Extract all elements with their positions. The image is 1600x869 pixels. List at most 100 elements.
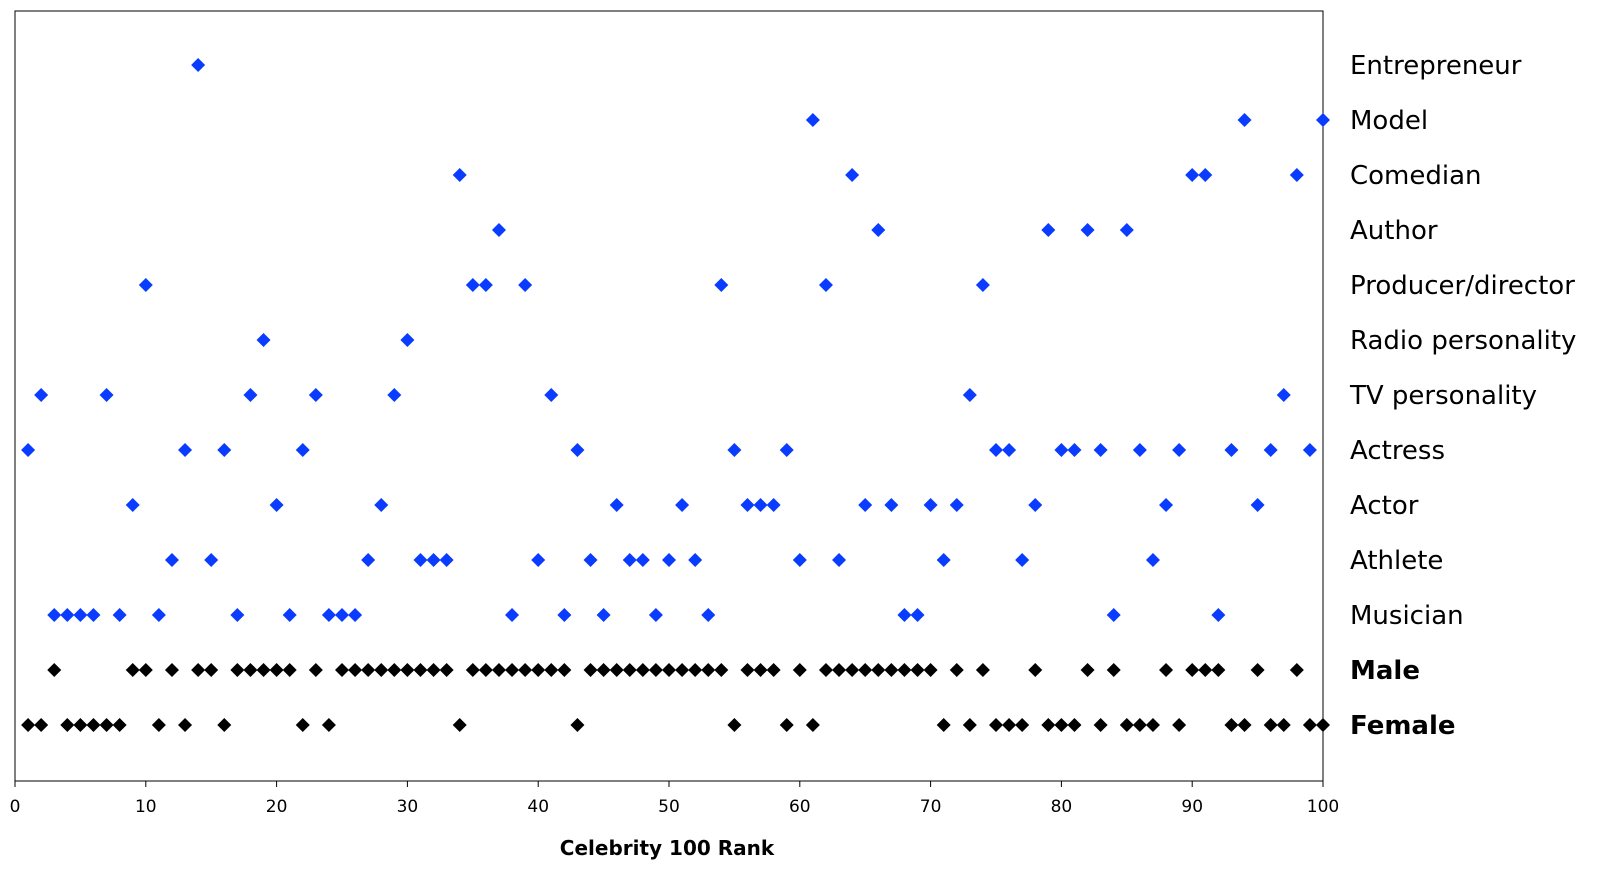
x-tick-label: 100	[1307, 797, 1339, 817]
marker-male	[269, 663, 284, 677]
marker-producer-director	[478, 278, 493, 292]
marker-female	[1015, 718, 1030, 732]
marker-athlete	[1015, 553, 1030, 567]
marker-female	[570, 718, 585, 732]
marker-tv-personality	[387, 388, 402, 402]
marker-female	[21, 718, 36, 732]
marker-athlete	[361, 553, 376, 567]
marker-producer-director	[518, 278, 533, 292]
marker-tv-personality	[544, 388, 559, 402]
marker-male	[1185, 663, 1200, 677]
marker-athlete	[1145, 553, 1160, 567]
marker-actress	[1093, 443, 1108, 457]
marker-female	[217, 718, 232, 732]
marker-female	[86, 718, 101, 732]
marker-male	[335, 663, 349, 677]
marker-model	[805, 113, 820, 127]
marker-producer-director	[818, 278, 833, 292]
marker-female	[1132, 718, 1147, 732]
marker-male	[164, 663, 179, 677]
marker-male	[518, 663, 533, 677]
marker-male	[426, 663, 441, 677]
marker-male	[125, 663, 140, 677]
marker-male	[491, 663, 506, 677]
marker-female	[1237, 718, 1252, 732]
marker-actor	[753, 498, 768, 512]
marker-athlete	[662, 553, 676, 567]
marker-actress	[727, 443, 742, 457]
marker-comedian	[1185, 168, 1200, 182]
marker-male	[1106, 663, 1121, 677]
marker-male	[845, 663, 860, 677]
marker-actress	[178, 443, 193, 457]
marker-musician	[701, 608, 716, 622]
marker-author	[871, 223, 886, 237]
x-tick-label: 50	[658, 797, 680, 817]
marker-actress	[989, 443, 1003, 457]
marker-musician	[596, 608, 611, 622]
marker-female	[60, 718, 75, 732]
marker-producer-director	[465, 278, 480, 292]
marker-comedian	[845, 168, 860, 182]
plot-area	[14, 10, 1324, 782]
category-label: Athlete	[1350, 546, 1443, 576]
marker-radio-personality	[256, 333, 271, 347]
marker-male	[675, 663, 690, 677]
marker-actress	[295, 443, 310, 457]
marker-female	[1119, 718, 1134, 732]
marker-male	[1028, 663, 1043, 677]
x-tick-label: 80	[1051, 797, 1073, 817]
x-axis-title: Celebrity 100 Rank	[560, 836, 775, 860]
category-label: Musician	[1350, 601, 1464, 631]
marker-male	[282, 663, 297, 677]
marker-female	[1263, 718, 1278, 732]
marker-musician	[335, 608, 349, 622]
marker-male	[975, 663, 990, 677]
marker-actress	[779, 443, 794, 457]
marker-radio-personality	[400, 333, 415, 347]
marker-actress	[1263, 443, 1278, 457]
category-label: Actress	[1350, 436, 1445, 466]
marker-producer-director	[714, 278, 729, 292]
marker-female	[1276, 718, 1291, 732]
marker-male	[1211, 663, 1226, 677]
marker-male	[740, 663, 755, 677]
marker-actress	[1224, 443, 1239, 457]
marker-tv-personality	[962, 388, 977, 402]
marker-actress	[1067, 443, 1082, 457]
marker-actress	[21, 443, 36, 457]
marker-male	[766, 663, 781, 677]
marker-actor	[609, 498, 624, 512]
marker-musician	[1106, 608, 1121, 622]
marker-athlete	[204, 553, 219, 567]
x-tick-label: 70	[920, 797, 942, 817]
marker-musician	[47, 608, 62, 622]
marker-male	[1198, 663, 1213, 677]
marker-female	[1002, 718, 1017, 732]
marker-musician	[348, 608, 363, 622]
marker-athlete	[622, 553, 637, 567]
marker-athlete	[936, 553, 951, 567]
marker-female	[1093, 718, 1108, 732]
marker-model	[1316, 113, 1330, 127]
category-label: Female	[1350, 711, 1456, 741]
marker-athlete	[792, 553, 807, 567]
marker-tv-personality	[243, 388, 258, 402]
marker-male	[897, 663, 912, 677]
marker-actor	[923, 498, 938, 512]
marker-musician	[321, 608, 336, 622]
marker-actress	[570, 443, 585, 457]
marker-author	[491, 223, 506, 237]
marker-female	[1054, 718, 1069, 732]
category-labels: Entrepreneur Model Comedian Author Producer/…	[1349, 51, 1576, 741]
marker-male	[256, 663, 271, 677]
marker-tv-personality	[34, 388, 49, 402]
marker-male	[910, 663, 925, 677]
marker-male	[557, 663, 572, 677]
x-tick-label: 60	[789, 797, 811, 817]
marker-male	[949, 663, 964, 677]
marker-musician	[648, 608, 663, 622]
marker-male	[308, 663, 323, 677]
marker-male	[361, 663, 376, 677]
marker-male	[662, 663, 676, 677]
